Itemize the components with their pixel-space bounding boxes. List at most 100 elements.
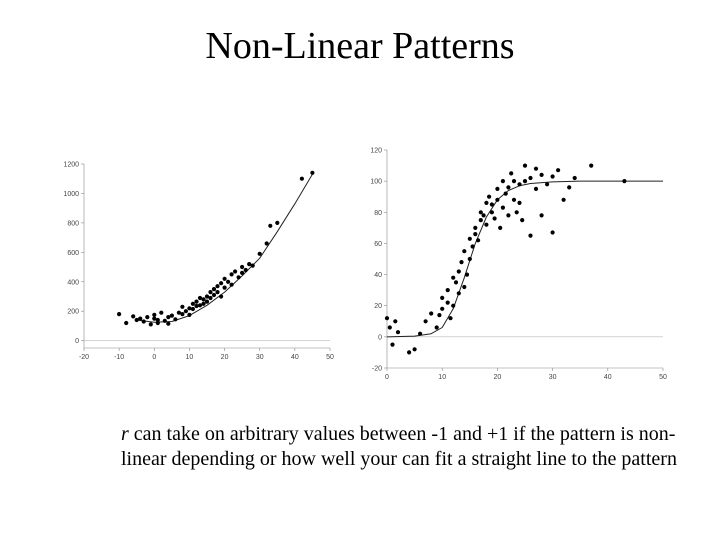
variable-r: r — [121, 423, 129, 445]
data-point — [243, 267, 248, 273]
data-point — [498, 225, 503, 230]
data-point — [155, 317, 160, 323]
body-text: can take on arbitrary values between -1 … — [121, 423, 677, 470]
data-point — [208, 290, 213, 295]
data-point — [176, 310, 181, 315]
data-point — [229, 282, 234, 287]
data-point — [462, 249, 467, 254]
data-point — [197, 295, 203, 301]
x-tick-label: 0 — [152, 354, 156, 361]
data-point — [166, 321, 171, 326]
data-point — [487, 194, 492, 199]
data-point — [387, 325, 392, 330]
data-point — [247, 262, 252, 267]
data-point — [418, 331, 423, 336]
data-point — [561, 197, 566, 202]
data-point — [622, 179, 627, 184]
data-point — [517, 200, 522, 205]
x-tick-label: 50 — [659, 374, 667, 380]
sigmoid-scatter-chart: 0 10 20 30 40 50 -20 0 20 40 60 80 100 120 — [355, 140, 675, 381]
data-point — [257, 251, 262, 256]
y-tick-label: 40 — [374, 272, 382, 279]
y-tick-label: 400 — [67, 279, 79, 286]
data-point — [528, 175, 533, 181]
data-point — [500, 205, 505, 210]
data-point — [517, 182, 522, 187]
y-tick-label: 1000 — [63, 191, 79, 198]
data-point — [473, 232, 478, 237]
data-point — [155, 320, 160, 326]
x-tick-label: 30 — [256, 354, 264, 361]
data-point — [412, 347, 417, 352]
data-point — [440, 295, 445, 300]
data-point — [567, 185, 572, 190]
data-point — [550, 230, 555, 235]
data-point — [159, 310, 164, 315]
y-tick-label: 20 — [374, 303, 382, 310]
y-tick-label: 200 — [67, 309, 79, 316]
data-point — [215, 290, 220, 295]
data-point — [131, 314, 136, 319]
data-point — [467, 256, 472, 262]
data-point — [451, 275, 456, 280]
data-point — [456, 269, 461, 274]
data-point — [470, 244, 475, 249]
data-point — [233, 269, 238, 274]
data-point — [589, 163, 594, 168]
data-point — [478, 218, 483, 223]
data-point — [236, 275, 241, 280]
data-point — [464, 272, 470, 277]
y-tick-label: 1200 — [63, 162, 79, 169]
slide-title: Non-Linear Patterns — [205, 25, 515, 67]
data-point — [152, 312, 157, 317]
data-point — [201, 301, 206, 306]
data-point — [503, 191, 508, 196]
data-point — [440, 306, 445, 311]
data-point — [533, 166, 539, 171]
data-point — [539, 213, 544, 218]
data-point — [467, 236, 472, 241]
data-point — [183, 309, 188, 314]
data-point — [489, 210, 494, 215]
data-point — [152, 316, 157, 321]
data-point — [484, 200, 489, 205]
data-point — [219, 281, 224, 286]
data-point — [445, 300, 450, 305]
data-point — [478, 210, 483, 215]
fit-curve — [386, 180, 663, 338]
data-point — [215, 284, 220, 289]
data-point — [522, 163, 528, 168]
data-point — [310, 170, 315, 175]
body-paragraph: r can take on arbitrary values between -… — [121, 422, 681, 472]
data-point — [533, 186, 539, 191]
x-tick-label: -10 — [114, 354, 124, 361]
data-point — [194, 299, 199, 304]
data-point — [423, 319, 428, 324]
data-point — [180, 312, 185, 317]
x-tick-label: 50 — [326, 354, 334, 361]
data-point — [550, 174, 555, 179]
data-point — [572, 175, 577, 181]
data-point — [492, 216, 497, 221]
data-point — [514, 210, 519, 215]
data-point — [528, 233, 533, 238]
data-point — [393, 319, 398, 324]
data-point — [201, 297, 206, 302]
fit-curve — [136, 174, 313, 323]
data-point — [476, 238, 481, 243]
data-point — [545, 182, 550, 187]
data-point — [299, 176, 304, 181]
x-tick-label: 10 — [186, 354, 194, 361]
data-point — [451, 303, 456, 308]
x-tick-label: 40 — [291, 354, 299, 361]
data-point — [495, 186, 500, 191]
data-point — [407, 350, 412, 355]
x-tick-label: 40 — [604, 374, 612, 380]
data-point — [500, 179, 505, 184]
data-point — [511, 197, 517, 202]
x-tick-label: 0 — [385, 374, 389, 380]
data-point — [204, 294, 210, 299]
data-point — [445, 288, 450, 293]
data-point — [437, 313, 442, 318]
data-point — [390, 342, 395, 347]
